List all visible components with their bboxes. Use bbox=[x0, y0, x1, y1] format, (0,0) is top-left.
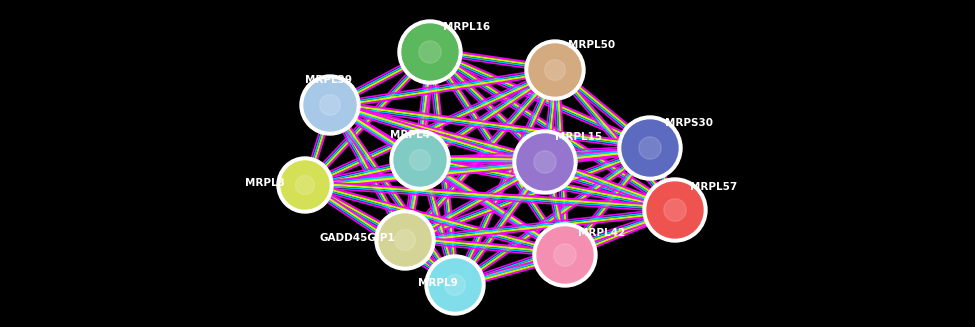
Circle shape bbox=[320, 95, 340, 115]
Circle shape bbox=[445, 275, 465, 295]
Circle shape bbox=[395, 230, 415, 250]
Text: MRPL3: MRPL3 bbox=[245, 178, 285, 188]
Circle shape bbox=[402, 24, 458, 80]
Circle shape bbox=[394, 134, 446, 186]
Circle shape bbox=[529, 44, 581, 96]
Text: MRPL4: MRPL4 bbox=[390, 130, 430, 140]
Text: MRPL16: MRPL16 bbox=[443, 22, 490, 32]
Circle shape bbox=[425, 255, 485, 315]
Circle shape bbox=[545, 60, 566, 80]
Circle shape bbox=[639, 137, 661, 159]
Circle shape bbox=[537, 227, 593, 283]
Circle shape bbox=[513, 130, 577, 194]
Circle shape bbox=[647, 182, 703, 238]
Circle shape bbox=[281, 161, 329, 209]
Circle shape bbox=[618, 116, 682, 180]
Circle shape bbox=[398, 20, 462, 84]
Circle shape bbox=[375, 210, 435, 270]
Text: MRPS30: MRPS30 bbox=[665, 118, 713, 128]
Text: MRPL39: MRPL39 bbox=[305, 75, 352, 85]
Circle shape bbox=[533, 151, 556, 173]
Circle shape bbox=[390, 130, 450, 190]
Text: GADD45GIP1: GADD45GIP1 bbox=[320, 233, 396, 243]
Circle shape bbox=[304, 79, 356, 131]
Circle shape bbox=[429, 259, 481, 311]
Text: MRPL57: MRPL57 bbox=[690, 182, 737, 192]
Circle shape bbox=[419, 41, 442, 63]
Text: MRPL9: MRPL9 bbox=[418, 278, 457, 288]
Circle shape bbox=[517, 134, 573, 190]
Circle shape bbox=[622, 120, 678, 176]
Text: MRPL50: MRPL50 bbox=[568, 40, 615, 50]
Circle shape bbox=[300, 75, 360, 135]
Circle shape bbox=[554, 244, 576, 266]
Circle shape bbox=[379, 214, 431, 266]
Circle shape bbox=[533, 223, 597, 287]
Circle shape bbox=[277, 157, 333, 213]
Text: MRPL15: MRPL15 bbox=[555, 132, 603, 142]
Circle shape bbox=[643, 178, 707, 242]
Circle shape bbox=[525, 40, 585, 100]
Text: MRPL42: MRPL42 bbox=[578, 228, 625, 238]
Circle shape bbox=[664, 199, 686, 221]
Circle shape bbox=[295, 175, 315, 195]
Circle shape bbox=[410, 149, 430, 170]
